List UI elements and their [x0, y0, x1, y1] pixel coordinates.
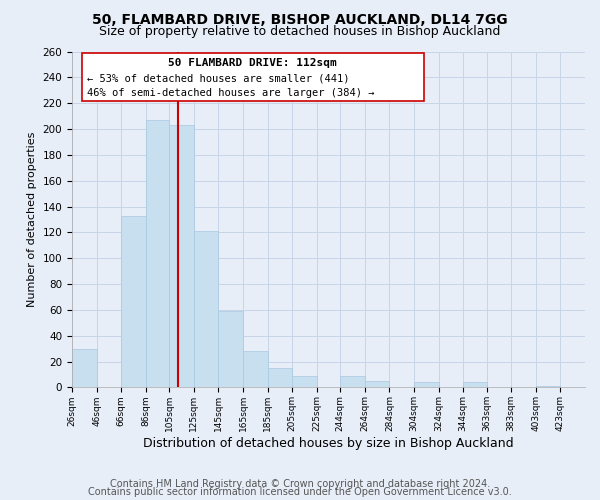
Text: Size of property relative to detached houses in Bishop Auckland: Size of property relative to detached ho… [100, 25, 500, 38]
Text: ← 53% of detached houses are smaller (441): ← 53% of detached houses are smaller (44… [87, 74, 349, 84]
X-axis label: Distribution of detached houses by size in Bishop Auckland: Distribution of detached houses by size … [143, 437, 514, 450]
Bar [414, 382, 439, 388]
Y-axis label: Number of detached properties: Number of detached properties [27, 132, 37, 307]
Bar [463, 382, 487, 388]
Bar [218, 311, 243, 388]
Bar [146, 120, 169, 388]
Text: Contains HM Land Registry data © Crown copyright and database right 2024.: Contains HM Land Registry data © Crown c… [110, 479, 490, 489]
Text: Contains public sector information licensed under the Open Government Licence v3: Contains public sector information licen… [88, 487, 512, 497]
Text: 50 FLAMBARD DRIVE: 112sqm: 50 FLAMBARD DRIVE: 112sqm [169, 58, 337, 68]
Bar [169, 125, 194, 388]
Text: 46% of semi-detached houses are larger (384) →: 46% of semi-detached houses are larger (… [87, 88, 374, 98]
Bar [243, 352, 268, 388]
Bar [72, 348, 97, 388]
Bar [268, 368, 292, 388]
Text: 50, FLAMBARD DRIVE, BISHOP AUCKLAND, DL14 7GG: 50, FLAMBARD DRIVE, BISHOP AUCKLAND, DL1… [92, 12, 508, 26]
Bar [536, 386, 560, 388]
Bar [121, 216, 146, 388]
Bar [340, 376, 365, 388]
Bar [194, 231, 218, 388]
Bar [365, 381, 389, 388]
FancyBboxPatch shape [82, 53, 424, 100]
Bar [292, 376, 317, 388]
